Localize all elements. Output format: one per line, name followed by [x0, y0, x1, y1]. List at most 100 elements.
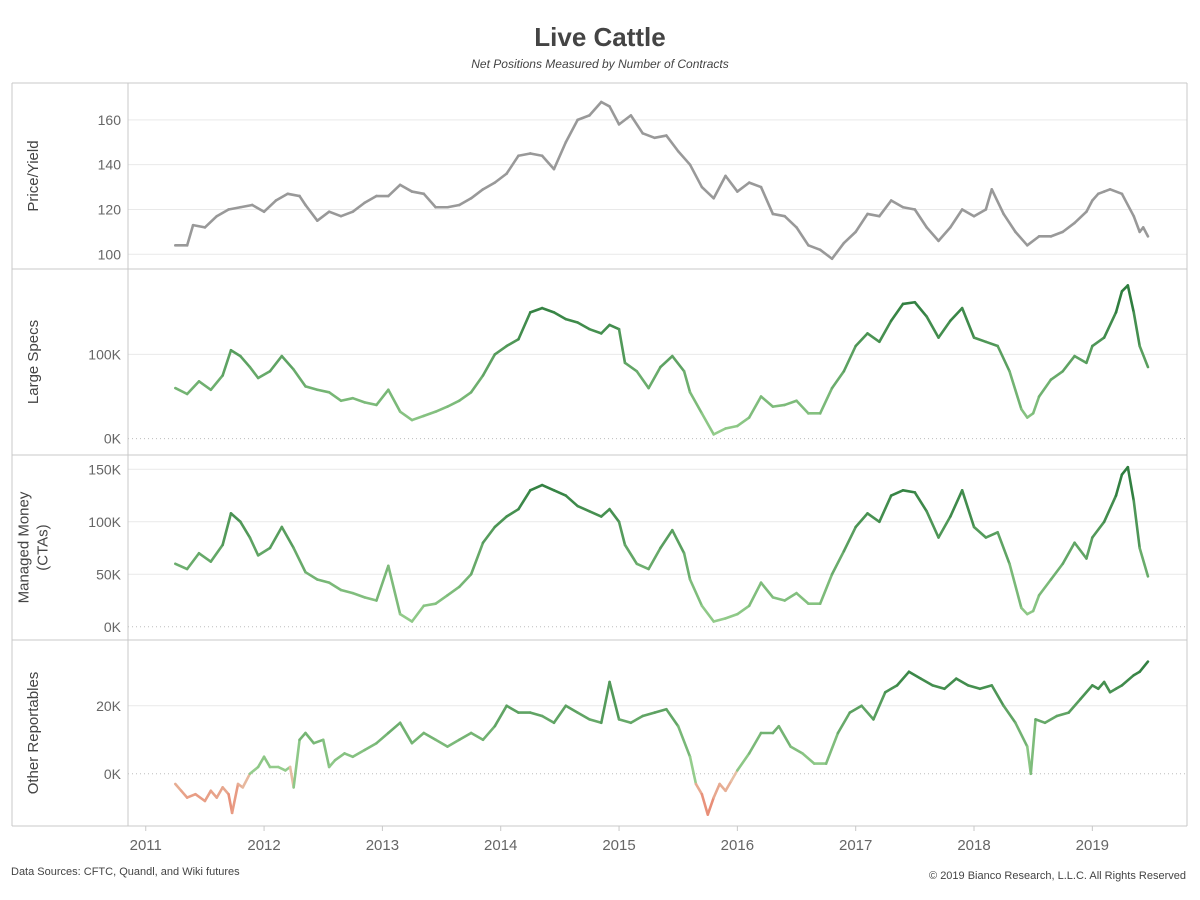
series-segment — [387, 388, 402, 413]
series-segment — [996, 344, 1011, 373]
series-segment — [670, 528, 686, 555]
x-tick-label: 2017 — [839, 837, 872, 854]
series-segment — [1120, 192, 1136, 218]
series-segment — [676, 724, 692, 759]
series-segment — [197, 380, 213, 392]
series-segment — [889, 302, 905, 323]
series-segment — [576, 711, 591, 721]
series-segment — [410, 604, 426, 623]
series-segment — [878, 494, 893, 524]
x-tick-label: 2014 — [484, 837, 517, 854]
series-segment — [493, 704, 508, 728]
series-segment — [599, 100, 611, 108]
series-segment — [623, 361, 639, 373]
series-segment — [1085, 536, 1094, 560]
series-segment — [659, 528, 674, 550]
series-segment — [949, 208, 964, 229]
series-segment — [688, 390, 704, 415]
series-segment — [1102, 680, 1112, 694]
series-segment — [635, 562, 650, 571]
series-segment — [398, 183, 414, 193]
series-segment — [608, 323, 621, 331]
series-segment — [576, 321, 591, 331]
series-segment — [292, 738, 301, 789]
data-source-note: Data Sources: CFTC, Quandl, and Wiki fut… — [11, 866, 240, 878]
series-segment — [529, 306, 544, 314]
series-segment — [280, 525, 295, 550]
series-segment — [327, 390, 343, 403]
series-segment — [724, 612, 739, 620]
y-axis-label: Managed Money — [16, 491, 33, 603]
series-segment — [1079, 684, 1094, 701]
y-tick-label: 140 — [98, 157, 122, 173]
series-segment — [304, 203, 319, 222]
series-segment — [688, 578, 704, 608]
series-segment — [1114, 473, 1124, 497]
series-segment — [316, 388, 331, 394]
series-segment — [248, 365, 260, 380]
series-segment — [363, 194, 378, 205]
series-segment — [736, 752, 751, 772]
series-segment — [540, 154, 556, 171]
y-tick-label: 120 — [98, 201, 122, 217]
series-segment — [552, 140, 568, 171]
panel-2 — [174, 284, 1150, 436]
series-segment — [830, 549, 846, 576]
series-segment — [229, 512, 242, 524]
series-segment — [842, 344, 857, 373]
series-segment — [493, 344, 508, 356]
series-segment — [866, 512, 881, 524]
series-segment — [1049, 369, 1065, 381]
series-segment — [316, 210, 331, 222]
series-segment — [422, 192, 437, 209]
series-segment — [229, 348, 242, 358]
series-segment — [239, 520, 252, 539]
series-segment — [363, 401, 378, 407]
series-segment — [304, 385, 319, 392]
x-tick-label: 2011 — [130, 837, 162, 854]
series-segment — [564, 317, 579, 324]
series-segment — [446, 203, 461, 209]
series-segment — [641, 132, 656, 140]
series-segment — [807, 244, 822, 252]
series-segment — [771, 403, 786, 408]
series-segment — [1002, 704, 1017, 725]
series-segment — [262, 755, 272, 769]
series-segment — [333, 752, 346, 762]
series-segment — [469, 731, 485, 742]
series-segment — [937, 515, 952, 539]
series-segment — [268, 525, 284, 550]
series-segment — [1031, 593, 1041, 613]
series-segment — [1014, 721, 1029, 748]
series-segment — [759, 581, 775, 599]
series-segment — [588, 509, 603, 518]
series-segment — [629, 114, 645, 135]
axes-layer: 100 120 140 160 Price/Yield 0K 100K Large Specs… — [11, 82, 1188, 854]
series-segment — [505, 154, 520, 175]
series-segment — [375, 388, 390, 407]
series-segment — [262, 199, 278, 214]
series-segment — [647, 546, 662, 571]
series-segment — [895, 670, 911, 687]
series-segment — [564, 118, 579, 144]
series-segment — [185, 223, 195, 247]
series-segment — [629, 714, 645, 725]
series-segment — [889, 199, 905, 209]
series-segment — [481, 353, 497, 377]
series-segment — [351, 396, 366, 404]
series-segment — [458, 196, 473, 207]
series-segment — [1132, 214, 1141, 234]
series-segment — [960, 208, 976, 218]
series-segment — [458, 731, 473, 742]
series-segment — [1020, 606, 1029, 616]
series-segment — [599, 323, 611, 335]
series-segment — [588, 327, 603, 335]
series-segment — [759, 185, 775, 216]
series-segment — [676, 149, 692, 166]
series-segment — [688, 163, 704, 189]
series-segment — [818, 386, 834, 415]
series-segment — [913, 208, 928, 229]
series-segment — [830, 369, 846, 390]
series-segment — [1073, 354, 1088, 365]
series-segment — [493, 515, 508, 529]
